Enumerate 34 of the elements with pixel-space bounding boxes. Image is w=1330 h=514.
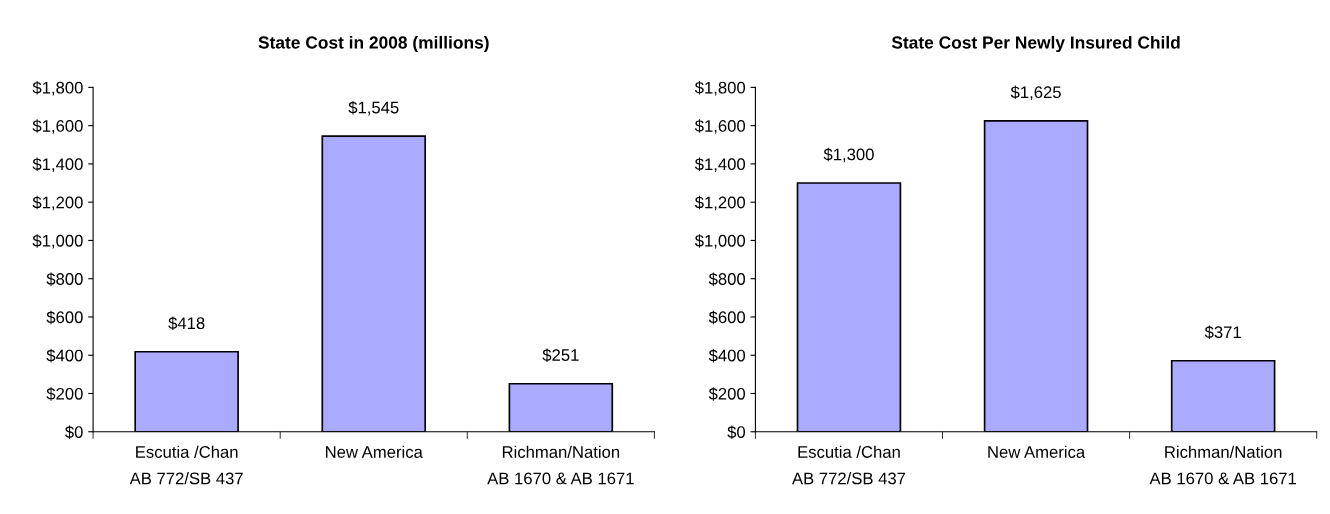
x-tick-label: Richman/Nation AB 1670 & AB 1671 — [487, 445, 634, 485]
y-tick-label: $1,400 — [32, 157, 83, 173]
y-tick-label: $200 — [46, 387, 83, 401]
x-tick-label: New America — [326, 445, 423, 458]
y-tick-label: $1,200 — [694, 195, 746, 211]
y-tick-label: $1,800 — [694, 81, 746, 96]
y-tick-label: $800 — [708, 272, 746, 286]
y-tick-label: $1,000 — [694, 234, 746, 249]
y-tick-label: $600 — [708, 310, 746, 325]
x-tick-label: Escutia /Chan AB 772/SB 437 — [129, 445, 243, 485]
y-tick-label: $1,000 — [32, 234, 83, 249]
y-tick-label: $600 — [46, 310, 83, 325]
y-tick-label: $400 — [708, 348, 746, 363]
y-tick-label: $200 — [708, 387, 746, 401]
y-tick-label: $0 — [727, 425, 746, 439]
x-tick-label: Escutia /Chan AB 772/SB 437 — [792, 445, 906, 485]
x-tick-label: New America — [988, 445, 1086, 458]
y-tick-label: $400 — [46, 348, 83, 363]
data-label: $1,545 — [348, 100, 399, 116]
chart-title: State Cost in 2008 (millions) — [258, 35, 489, 53]
y-tick-label: $1,400 — [694, 157, 746, 173]
data-label: $371 — [1204, 325, 1241, 340]
data-label: $1,625 — [1010, 85, 1061, 101]
data-label: $1,300 — [823, 147, 874, 163]
chart-title: State Cost Per Newly Insured Child — [891, 35, 1180, 53]
y-tick-label: $800 — [46, 272, 83, 286]
y-tick-label: $1,600 — [32, 119, 83, 134]
y-tick-label: $0 — [65, 425, 83, 439]
data-label: $418 — [168, 316, 205, 331]
x-tick-label: Richman/Nation AB 1670 & AB 1671 — [1149, 445, 1297, 485]
y-tick-label: $1,200 — [32, 195, 83, 211]
data-label: $251 — [542, 348, 579, 362]
y-tick-label: $1,800 — [32, 81, 83, 96]
y-tick-label: $1,600 — [694, 119, 746, 134]
